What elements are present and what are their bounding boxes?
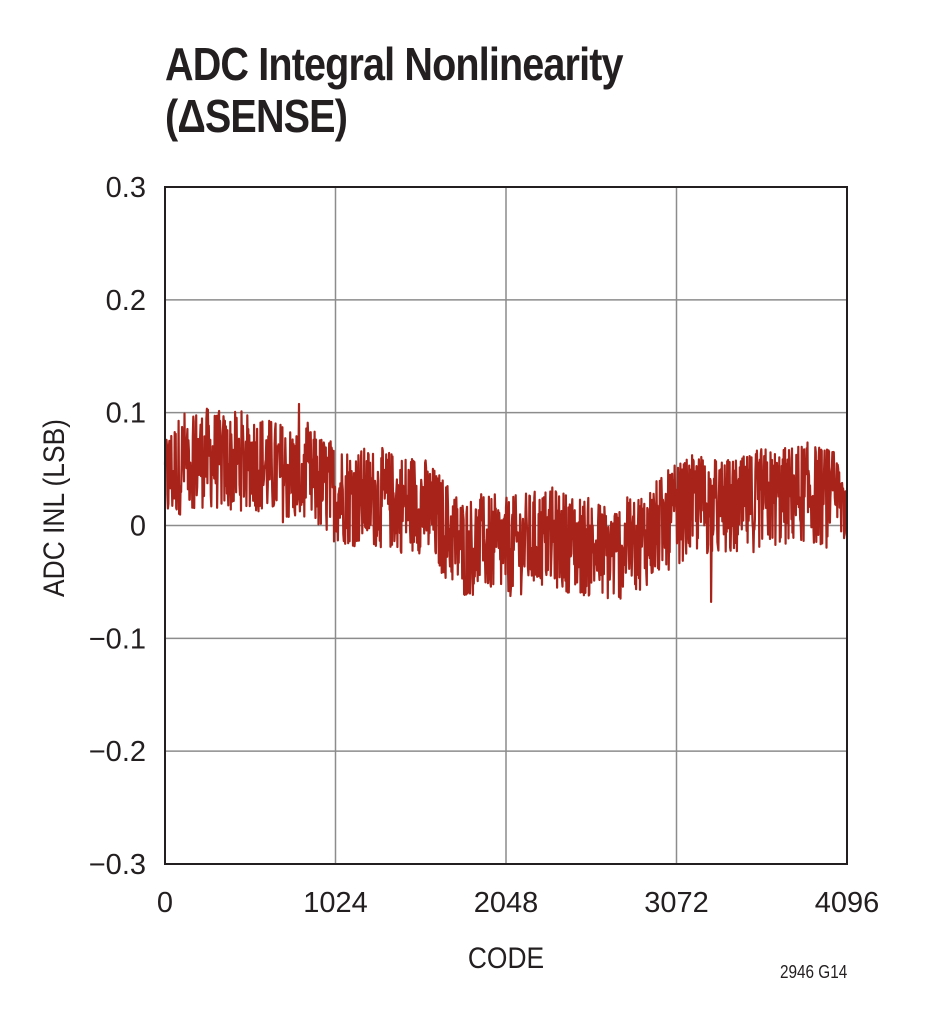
x-tick-label: 4096 [815, 887, 880, 919]
inl-series-line [163, 402, 849, 603]
y-tick-label: 0.3 [106, 172, 146, 204]
y-axis-label: ADC INL (LSB) [36, 419, 70, 597]
plot-frame [164, 186, 848, 865]
y-tick-label: −0.2 [89, 736, 146, 768]
y-tick-label: 0 [130, 511, 146, 543]
x-tick-label: 0 [157, 887, 173, 919]
chart-title: ADC Integral Nonlinearity (ΔSENSE) [165, 38, 624, 142]
x-tick-label: 2048 [474, 887, 539, 919]
x-axis-label: CODE [468, 940, 544, 974]
chart-title-line-1: ADC Integral Nonlinearity [165, 38, 624, 90]
plot-area [163, 402, 849, 603]
y-tick-label: 0.2 [106, 285, 146, 317]
chart-title-line-2: (ΔSENSE) [165, 90, 348, 142]
x-tick-label: 1024 [303, 887, 368, 919]
x-tick-label: 3072 [644, 887, 709, 919]
y-axis-ticks: 0.3 0.2 0.1 0 −0.1 −0.2 −0.3 [89, 172, 146, 881]
y-tick-label: −0.1 [89, 623, 146, 655]
y-tick-label: −0.3 [89, 849, 146, 881]
x-axis-ticks: 0 1024 2048 3072 4096 [157, 887, 879, 919]
figure-id: 2946 G14 [780, 962, 848, 982]
y-tick-label: 0.1 [106, 398, 146, 430]
